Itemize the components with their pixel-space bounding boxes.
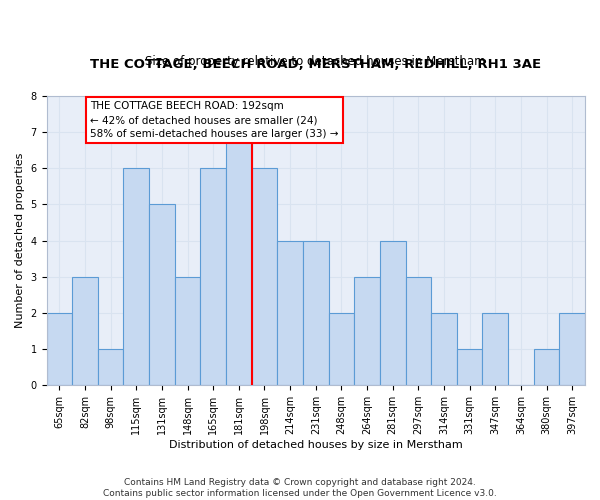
Bar xyxy=(149,204,175,386)
Bar xyxy=(482,313,508,386)
Text: Contains HM Land Registry data © Crown copyright and database right 2024.
Contai: Contains HM Land Registry data © Crown c… xyxy=(103,478,497,498)
Bar xyxy=(329,313,354,386)
Bar xyxy=(175,276,200,386)
Bar xyxy=(200,168,226,386)
Bar xyxy=(251,168,277,386)
Bar xyxy=(226,132,251,386)
Bar xyxy=(303,240,329,386)
Title: Size of property relative to detached houses in Merstham: Size of property relative to detached ho… xyxy=(145,55,486,68)
Bar xyxy=(98,349,124,386)
Bar xyxy=(124,168,149,386)
Text: THE COTTAGE, BEECH ROAD, MERSTHAM, REDHILL, RH1 3AE: THE COTTAGE, BEECH ROAD, MERSTHAM, REDHI… xyxy=(90,58,541,71)
Bar xyxy=(354,276,380,386)
Bar xyxy=(559,313,585,386)
Bar xyxy=(380,240,406,386)
X-axis label: Distribution of detached houses by size in Merstham: Distribution of detached houses by size … xyxy=(169,440,463,450)
Bar xyxy=(47,313,72,386)
Bar xyxy=(431,313,457,386)
Y-axis label: Number of detached properties: Number of detached properties xyxy=(15,153,25,328)
Bar xyxy=(277,240,303,386)
Bar xyxy=(72,276,98,386)
Bar xyxy=(457,349,482,386)
Bar xyxy=(406,276,431,386)
Bar xyxy=(534,349,559,386)
Text: THE COTTAGE BEECH ROAD: 192sqm
← 42% of detached houses are smaller (24)
58% of : THE COTTAGE BEECH ROAD: 192sqm ← 42% of … xyxy=(90,101,338,139)
